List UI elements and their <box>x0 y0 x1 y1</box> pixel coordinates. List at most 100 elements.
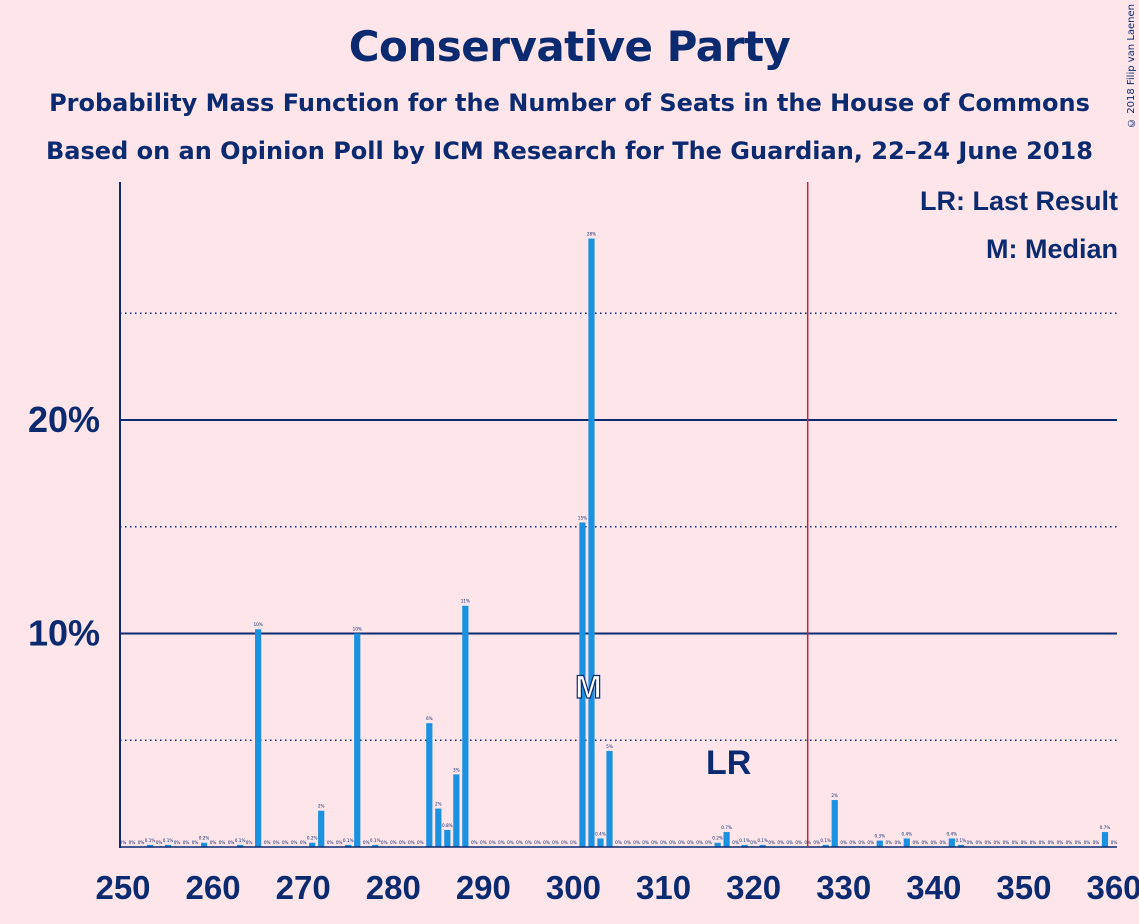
bar-label: 0% <box>894 840 901 845</box>
bar-label: 0% <box>1048 840 1055 845</box>
bar-label: 0% <box>732 840 739 845</box>
bar-label: 0% <box>570 840 577 845</box>
bar-label: 0% <box>228 840 235 845</box>
bar-label: 0% <box>327 840 334 845</box>
y-tick-label: 10% <box>28 613 100 654</box>
bar-label: 0% <box>417 840 424 845</box>
bar <box>255 629 262 847</box>
bar-label: 0% <box>705 840 712 845</box>
bar-label: 0% <box>210 840 217 845</box>
bar-label: 0% <box>381 840 388 845</box>
bar-label: 0% <box>858 840 865 845</box>
bar-label: 3% <box>453 767 460 772</box>
bar <box>200 842 208 847</box>
bar-label: 0.2% <box>307 836 318 841</box>
bar-label: 0.4% <box>595 831 606 836</box>
median-marker: M <box>575 669 602 705</box>
bar-labels: 0% 0% 0% 0.1% 0% 0.1% 0% 0% 0%0.2%0% 0% 0% 0.1% 0%10… <box>120 232 1118 845</box>
bar-label: 2% <box>318 804 325 809</box>
bar-label: 0% <box>516 840 523 845</box>
bar <box>723 832 730 847</box>
bar-label: 0.3% <box>874 834 885 839</box>
bar-label: 0% <box>399 840 406 845</box>
x-tick-label: 310 <box>636 869 691 906</box>
bar-label: 0% <box>336 840 343 845</box>
bar-label: 0% <box>939 840 946 845</box>
bar-label: 0% <box>489 840 496 845</box>
bar-label: 0% <box>1075 840 1082 845</box>
bar <box>579 522 586 847</box>
bar <box>759 844 766 847</box>
chart-subtitle: Probability Mass Function for the Number… <box>49 89 1090 117</box>
bar <box>146 844 154 847</box>
bar-label: 0% <box>867 840 874 845</box>
bar-label: 0% <box>885 840 892 845</box>
x-tick-label: 330 <box>816 869 871 906</box>
bar <box>444 829 451 847</box>
bar-label: 0% <box>156 840 163 845</box>
bar <box>237 844 244 847</box>
bar-label: 0.1% <box>145 838 156 843</box>
bar-label: 0% <box>1039 840 1046 845</box>
bar-label: 0.2% <box>712 836 723 841</box>
bar-label: 0% <box>264 840 271 845</box>
bar-label: 0% <box>687 840 694 845</box>
bar-label: 0% <box>1012 840 1019 845</box>
bar-label: 0.7% <box>721 825 732 830</box>
bar <box>831 800 838 847</box>
bar-label: 6% <box>426 716 433 721</box>
bar-label: 0.1% <box>343 838 354 843</box>
bar-label: 2% <box>435 802 442 807</box>
bar-label: 0% <box>633 840 640 845</box>
bar-label: 0% <box>795 840 802 845</box>
bar <box>714 842 721 847</box>
bar-label: 0% <box>768 840 775 845</box>
bar <box>354 633 361 847</box>
bar-label: 0.7% <box>1100 825 1111 830</box>
bar-label: 0% <box>174 840 181 845</box>
bar <box>903 838 910 847</box>
bar-label: 0.4% <box>901 831 912 836</box>
bar-label: 0% <box>624 840 631 845</box>
bar <box>876 840 883 847</box>
bar-label: 0% <box>750 840 757 845</box>
x-tick-label: 250 <box>95 869 150 906</box>
bar-label: 0% <box>471 840 478 845</box>
bar-label: 10% <box>353 627 362 632</box>
bar <box>318 810 325 847</box>
bar-label: 15% <box>578 515 587 520</box>
bar <box>435 808 442 847</box>
bar-label: 0% <box>669 840 676 845</box>
bar-label: 0% <box>291 840 298 845</box>
bar-label: 0.1% <box>235 838 246 843</box>
bar-label: 0% <box>300 840 307 845</box>
axes <box>119 182 1117 848</box>
bar <box>957 844 964 847</box>
bar-label: 0% <box>498 840 505 845</box>
bar-label: 0% <box>408 840 415 845</box>
bar-label: 0% <box>696 840 703 845</box>
bar-label: 0.1% <box>956 838 967 843</box>
bar-label: 0% <box>390 840 397 845</box>
legend-median: M: Median <box>986 234 1118 264</box>
x-tick-label: 350 <box>996 869 1051 906</box>
bar-label: 0% <box>192 840 199 845</box>
bar-label: 0% <box>507 840 514 845</box>
bar-label: 0.1% <box>163 838 174 843</box>
bar-label: 0% <box>678 840 685 845</box>
x-tick-label: 270 <box>276 869 331 906</box>
bar <box>426 723 433 847</box>
bar-label: 0% <box>930 840 937 845</box>
bar-label: 0% <box>120 840 127 845</box>
bar-label: 0% <box>282 840 289 845</box>
legend-last-result: LR: Last Result <box>920 186 1118 216</box>
bar-label: 0% <box>219 840 226 845</box>
bar-label: 0% <box>1003 840 1010 845</box>
bar-label: 0% <box>561 840 568 845</box>
bar-label: 0% <box>849 840 856 845</box>
bar-label: 0% <box>525 840 532 845</box>
bar-label: 0% <box>976 840 983 845</box>
bar-label: 0% <box>777 840 784 845</box>
bar <box>606 750 613 847</box>
bar-label: 0% <box>273 840 280 845</box>
